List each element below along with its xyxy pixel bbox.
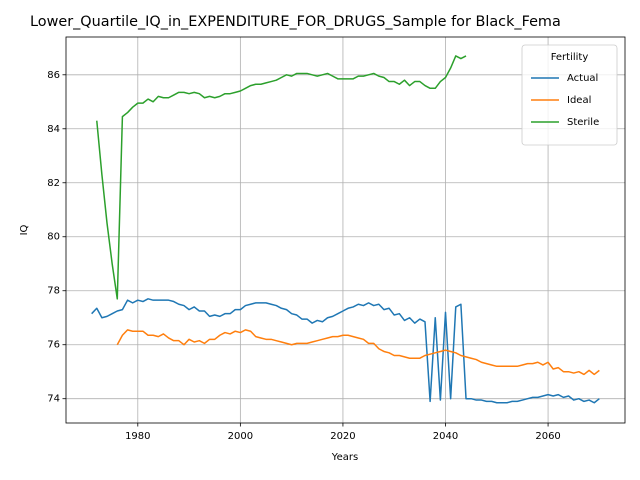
y-tick-label: 76 bbox=[47, 340, 60, 351]
x-axis-label: Years bbox=[331, 452, 358, 463]
x-tick-label: 2020 bbox=[330, 431, 355, 442]
legend-label: Actual bbox=[567, 73, 598, 84]
y-axis-label: IQ bbox=[19, 224, 30, 235]
legend-label: Ideal bbox=[567, 95, 591, 106]
x-tick-label: 2040 bbox=[433, 431, 458, 442]
y-tick-label: 80 bbox=[47, 232, 60, 243]
y-tick-label: 86 bbox=[47, 70, 60, 81]
series-line bbox=[116, 329, 600, 376]
y-tick-label: 84 bbox=[47, 124, 60, 135]
series-line bbox=[96, 55, 467, 300]
series-line bbox=[91, 298, 600, 404]
x-tick-label: 2060 bbox=[535, 431, 560, 442]
chart-title: Lower_Quartile_IQ_in_EXPENDITURE_FOR_DRU… bbox=[30, 14, 561, 30]
legend-label: Sterile bbox=[567, 117, 599, 128]
y-tick-label: 78 bbox=[47, 286, 60, 297]
x-tick-label: 2000 bbox=[228, 431, 253, 442]
y-tick-label: 82 bbox=[47, 178, 60, 189]
legend-box bbox=[521, 44, 618, 146]
legend-title: Fertility bbox=[551, 52, 589, 63]
x-tick-label: 1980 bbox=[125, 431, 150, 442]
axes-frame bbox=[65, 36, 626, 424]
y-tick-label: 74 bbox=[47, 394, 60, 405]
